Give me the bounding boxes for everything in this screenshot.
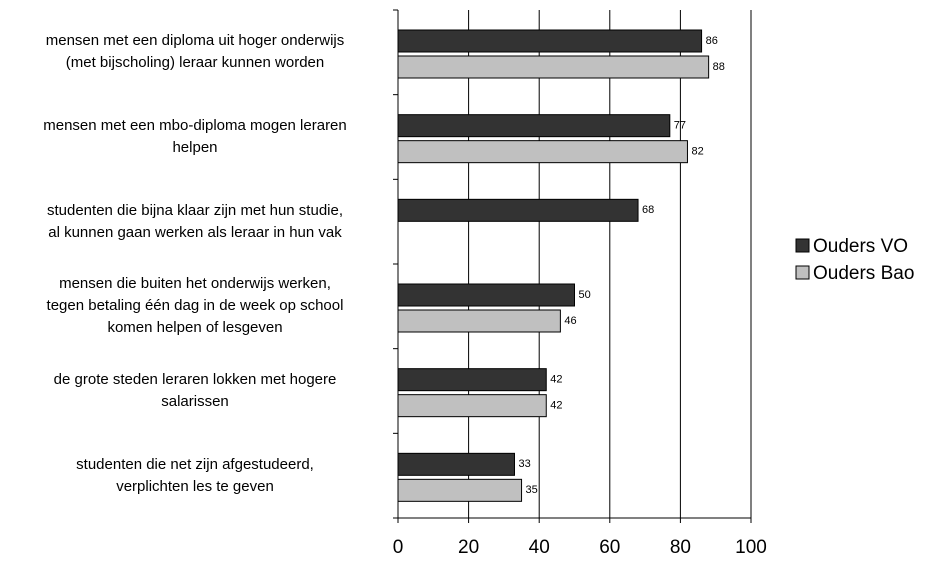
y-tick-label: mensen die buiten het onderwijs werken, … (46, 275, 344, 337)
x-tick-label: 100 (735, 537, 767, 558)
value-label: 42 (550, 400, 562, 412)
value-label: 77 (674, 120, 686, 132)
value-label: 88 (713, 61, 725, 73)
value-label: 35 (526, 484, 538, 496)
value-label: 50 (579, 289, 591, 301)
bar (397, 29, 703, 53)
bar (397, 309, 561, 333)
legend-label: Ouders Bao (813, 263, 914, 284)
legend-label: Ouders VO (813, 236, 908, 257)
x-tick-label: 60 (599, 537, 620, 558)
bar (397, 198, 639, 222)
y-tick-label: mensen met een mbo-diploma mogen leraren… (43, 117, 347, 156)
value-label: 46 (564, 315, 576, 327)
bar (397, 394, 547, 418)
bar (397, 114, 671, 138)
value-label: 86 (706, 35, 718, 47)
legend-swatch (795, 238, 810, 253)
value-label: 68 (642, 204, 654, 216)
x-tick-label: 20 (458, 537, 479, 558)
bar (397, 283, 575, 307)
bar (397, 452, 515, 476)
legend-swatch (795, 265, 810, 280)
bar (397, 140, 688, 164)
bar (397, 478, 523, 502)
y-tick-label: mensen met een diploma uit hoger onderwi… (45, 32, 345, 72)
x-tick-label: 40 (529, 537, 550, 558)
y-tick-label: studenten die net zijn afgestudeerd, ver… (76, 455, 314, 495)
value-label: 42 (550, 374, 562, 386)
value-label: 33 (518, 458, 530, 470)
bar (397, 55, 710, 79)
x-tick-label: 80 (670, 537, 691, 558)
x-tick-label: 0 (393, 537, 404, 558)
y-tick-label: studenten die bijna klaar zijn met hun s… (46, 201, 343, 241)
y-tick-label: de grote steden leraren lokken met hoger… (53, 371, 337, 410)
value-label: 82 (691, 146, 703, 158)
bar (397, 368, 547, 392)
